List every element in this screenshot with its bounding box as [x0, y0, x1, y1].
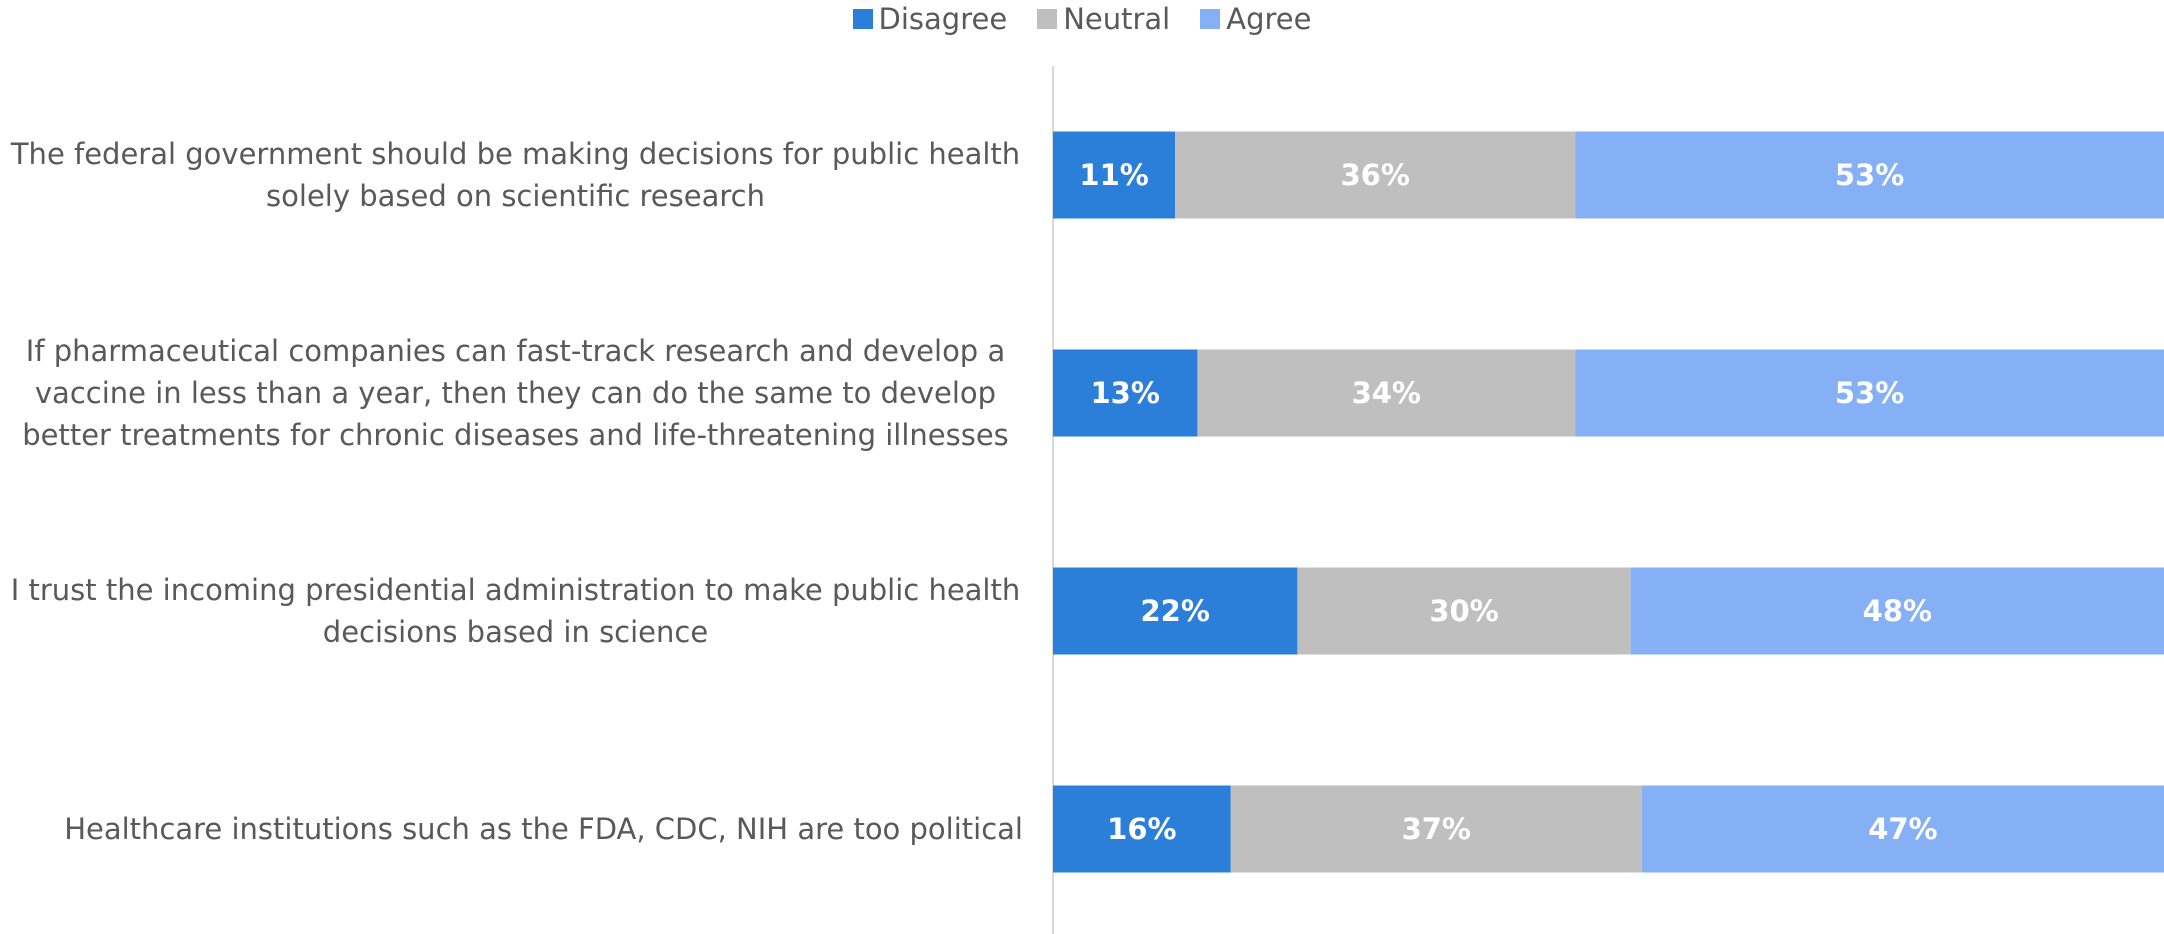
- category-box: The federal government should be making …: [8, 105, 1023, 245]
- bar-segment: [1053, 349, 1198, 437]
- legend-swatch: [1037, 9, 1058, 29]
- value-label: 47%: [1868, 812, 1937, 846]
- value-label: 53%: [1835, 158, 1904, 192]
- category-label: If pharmaceutical companies can fast-tra…: [22, 334, 1009, 452]
- legend-label: Agree: [1226, 2, 1312, 36]
- legend-item: Agree: [1200, 2, 1311, 36]
- category-label: I trust the incoming presidential admini…: [10, 573, 1021, 649]
- category-box: Healthcare institutions such as the FDA,…: [8, 759, 1023, 899]
- legend-label: Disagree: [878, 2, 1008, 36]
- value-label: 11%: [1079, 158, 1148, 192]
- category-box: I trust the incoming presidential admini…: [8, 541, 1023, 681]
- value-label: 53%: [1835, 376, 1904, 410]
- bar-segment: [1297, 567, 1631, 655]
- category-label: The federal government should be making …: [10, 137, 1021, 213]
- category-label: Healthcare institutions such as the FDA,…: [64, 812, 1023, 846]
- bar-segment: [1630, 567, 2164, 655]
- value-label: 36%: [1340, 158, 1409, 192]
- legend-item: Neutral: [1037, 2, 1170, 36]
- value-label: 13%: [1091, 376, 1160, 410]
- legend-swatch: [1200, 9, 1221, 29]
- bar-segment: [1175, 131, 1576, 219]
- bar-segment: [1641, 785, 2164, 873]
- value-label: 37%: [1402, 812, 1471, 846]
- legend: Disagree Neutral Agree: [0, 2, 2164, 36]
- bar-segment: [1575, 349, 2164, 437]
- value-label: 22%: [1140, 594, 1209, 628]
- value-label: 48%: [1863, 594, 1932, 628]
- legend-swatch: [852, 9, 873, 29]
- bar-segment: [1230, 785, 1642, 873]
- bar-segment: [1575, 131, 2164, 219]
- value-label: 16%: [1107, 812, 1176, 846]
- value-label: 30%: [1429, 594, 1498, 628]
- bar-segment: [1053, 567, 1298, 655]
- value-label: 34%: [1352, 376, 1421, 410]
- bar-segment: [1197, 349, 1576, 437]
- bar-segment: [1053, 785, 1231, 873]
- legend-label: Neutral: [1063, 2, 1171, 36]
- bar-segment: [1053, 131, 1176, 219]
- category-box: If pharmaceutical companies can fast-tra…: [8, 323, 1023, 463]
- legend-item: Disagree: [852, 2, 1008, 36]
